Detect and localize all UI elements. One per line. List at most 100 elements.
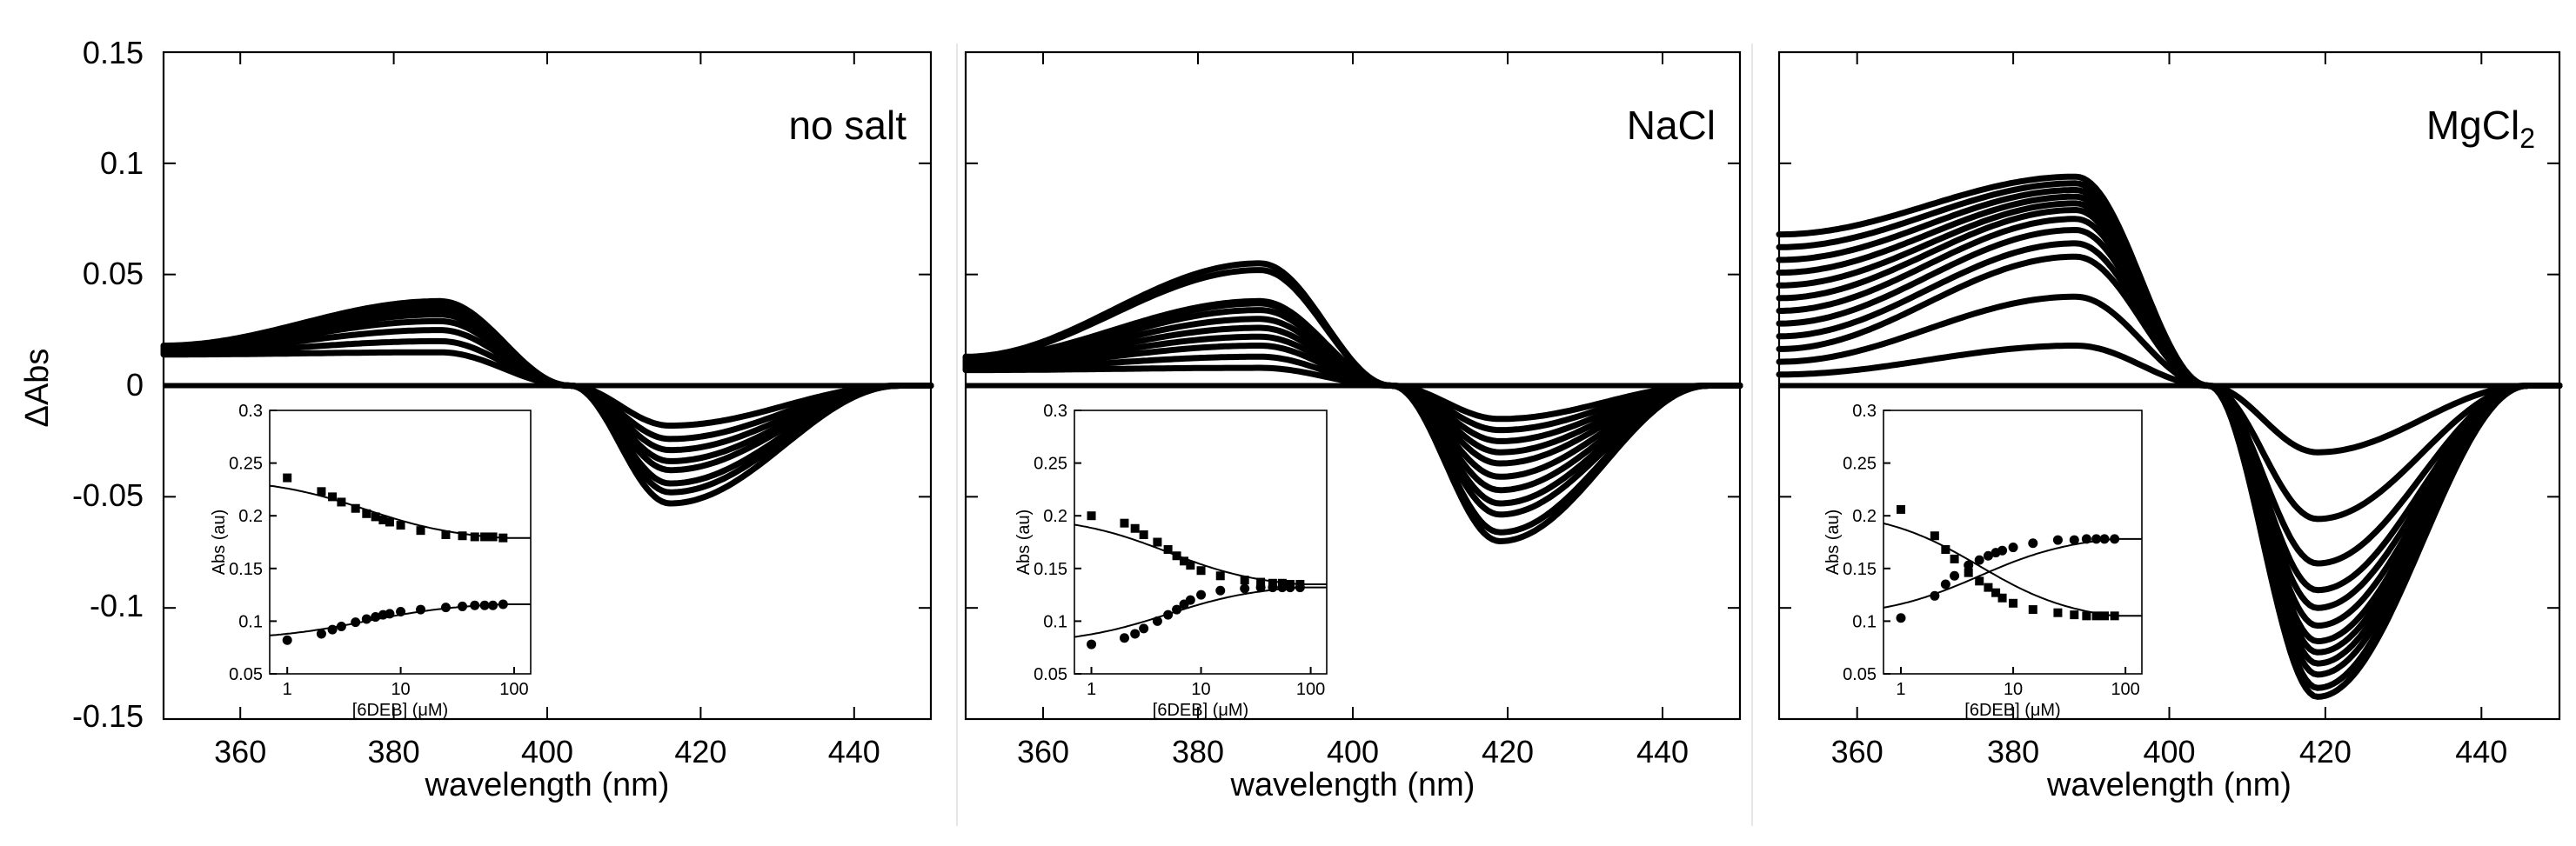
inset-x-tick-label: 10: [391, 680, 410, 699]
inset-square-point: [2009, 598, 2018, 608]
inset-y-tick-label: 0.15: [229, 560, 263, 579]
inset-x-tick-label: 10: [2004, 680, 2023, 699]
y-tick-label: -0.05: [72, 477, 144, 513]
inset-square-point: [488, 532, 498, 542]
inset-square-point: [1964, 568, 1973, 577]
spectrum-curve: [1776, 173, 2563, 700]
spectrum-curve: [1776, 293, 2563, 523]
inset-square-point: [1941, 544, 1950, 554]
inset-circle-point: [1277, 583, 1288, 593]
inset-square-point: [1997, 593, 2007, 603]
x-tick-label: 420: [1482, 734, 1534, 769]
x-tick-label: 380: [1172, 734, 1224, 769]
y-tick-label: 0.15: [83, 35, 144, 70]
x-tick-label: 380: [368, 734, 420, 769]
inset-circle-point: [1215, 585, 1226, 596]
inset-square-point: [1196, 566, 1206, 576]
inset-square-point: [1240, 576, 1249, 585]
inset-frame: [269, 410, 532, 675]
inset-circle-point: [385, 609, 395, 619]
inset-y-axis-label: Abs (au): [1014, 510, 1034, 576]
x-axis-label: wavelength (nm): [425, 767, 670, 803]
inset-square-point: [1172, 551, 1181, 561]
inset-circle-point: [1163, 610, 1174, 620]
inset-circle-point: [1152, 616, 1162, 626]
inset-circle-point: [2069, 535, 2079, 545]
inset-square-point: [317, 487, 326, 496]
x-tick-label: 420: [674, 734, 726, 769]
inset-y-tick-label: 0.05: [1034, 665, 1067, 684]
inset-circle-point: [1896, 613, 1906, 623]
inset-square-point: [441, 530, 451, 540]
inset-circle-point: [1950, 570, 1960, 581]
y-tick-label: 0.05: [83, 256, 144, 291]
y-tick-label: 0.1: [100, 145, 144, 181]
inset-y-tick-label: 0.1: [1852, 612, 1877, 631]
inset-square-point: [1984, 583, 1993, 592]
inset-y-tick-label: 0.25: [229, 455, 263, 474]
inset-circle-point: [1172, 604, 1182, 615]
x-axis-label: wavelength (nm): [2046, 767, 2292, 803]
inset-square-point: [1153, 537, 1162, 547]
inset-circle-point: [1983, 550, 1993, 561]
inset-y-tick-label: 0.1: [238, 612, 263, 631]
inset-circle-point: [316, 629, 326, 639]
inset-square-point: [1139, 530, 1148, 540]
inset-y-tick-label: 0.2: [238, 507, 263, 526]
inset-square-point: [1120, 518, 1129, 528]
inset-square-point: [1975, 576, 1984, 586]
inset-square-point: [283, 473, 292, 483]
inset-circle-point: [371, 612, 381, 623]
inset-frame: [1074, 410, 1328, 675]
inset-y-tick-label: 0.2: [1043, 507, 1067, 526]
inset-square-point: [1163, 544, 1173, 554]
inset-y-tick-label: 0.3: [238, 402, 263, 421]
inset-square-point: [1256, 577, 1266, 587]
inset-square-point: [480, 532, 490, 542]
inset-circle-point: [2110, 534, 2120, 544]
inset-y-tick-label: 0.15: [1034, 560, 1067, 579]
inset-square-point: [351, 503, 360, 513]
panel-title: MgCl2: [2426, 103, 2535, 154]
spectrum-curve: [962, 260, 1743, 544]
inset-circle-point: [416, 604, 426, 615]
inset-x-axis-label: [6DEB] (μM): [352, 701, 448, 720]
inset-y-tick-label: 0.1: [1043, 612, 1067, 631]
inset-square-point: [2110, 611, 2119, 621]
inset-x-tick-label: 100: [1296, 680, 1325, 699]
inset-circle-point: [1285, 583, 1295, 593]
inset-square-point: [328, 492, 338, 502]
inset-circle-point: [1185, 595, 1195, 605]
inset-plot: 0.3 0.25 0.2 0.15 0.1 0.05 1 10 100 [6DEB] (μM) Ab…: [1823, 402, 2143, 720]
panel-title: NaCl: [1627, 103, 1716, 148]
inset-circle-point: [327, 624, 338, 635]
inset-square-point: [371, 512, 380, 522]
panel-no-salt: 360 380 400 420 440 wavelength (nm) no salt 0.3…: [160, 50, 934, 803]
x-tick-label: 440: [828, 734, 880, 769]
inset-x-tick-label: 100: [2111, 680, 2139, 699]
inset-circle-point: [2099, 534, 2110, 544]
y-tick-labels: 0.15 0.1 0.05 0 -0.05 -0.1 -0.15: [72, 35, 144, 734]
inset-circle-point: [1196, 590, 1207, 600]
inset-x-axis-label: [6DEB] (μM): [1964, 701, 2060, 720]
inset-circle-point: [1139, 623, 1149, 634]
inset-circle-point: [336, 621, 346, 631]
inset-square-point: [2070, 610, 2079, 620]
inset-circle-point: [1974, 555, 1984, 565]
inset-circle-point: [1997, 545, 2008, 556]
inset-square-point: [2091, 611, 2101, 621]
inset-circle-point: [2008, 543, 2018, 553]
inset-circle-point: [1119, 633, 1129, 643]
inset-square-point: [1087, 511, 1096, 521]
inset-circle-point: [470, 600, 480, 610]
spectrum-curve: [160, 297, 934, 507]
inset-square-point: [458, 531, 467, 541]
inset-square-point: [2028, 605, 2037, 615]
inset-y-tick-label: 0.2: [1852, 507, 1877, 526]
inset-circle-point: [488, 600, 498, 610]
inset-square-point: [1215, 571, 1225, 581]
inset-circle-point: [1240, 583, 1250, 594]
inset-circle-point: [479, 600, 490, 610]
inset-circle-point: [351, 617, 361, 628]
